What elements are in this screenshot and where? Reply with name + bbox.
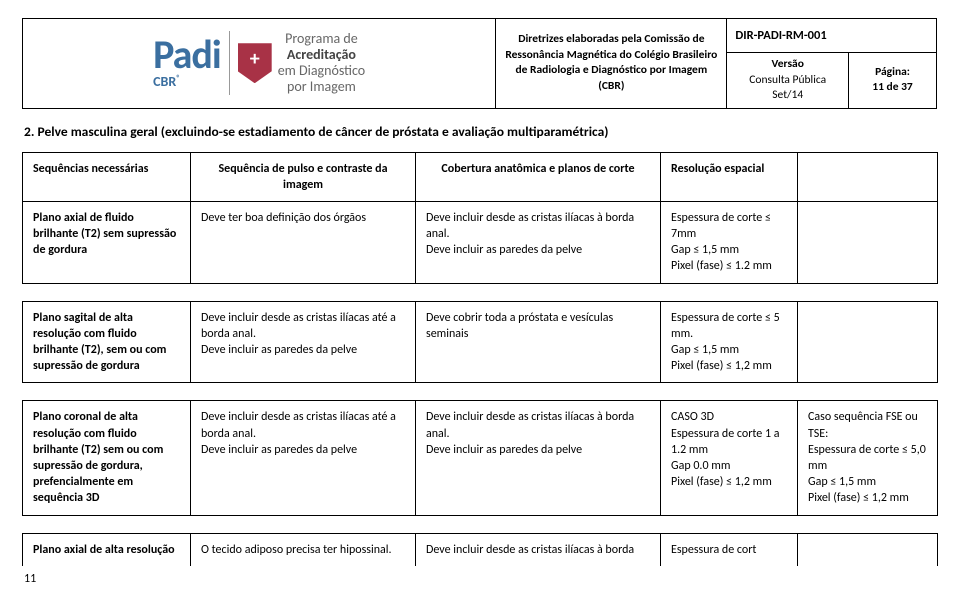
logo-padi: Padi CBR® bbox=[153, 37, 221, 90]
col-header-5 bbox=[798, 152, 938, 201]
version-date: Set/14 bbox=[772, 88, 803, 102]
logo-cbr-text: CBR® bbox=[153, 73, 180, 90]
cell-r2c4: Espessura de corte ≤ 5 mm.Gap ≤ 1,5 mmPi… bbox=[661, 301, 798, 383]
document-page: Padi CBR® Programa de Acreditação em Dia… bbox=[0, 0, 959, 586]
shield-icon bbox=[238, 43, 272, 83]
cell-r3c3: Deve incluir desde as cristas ilíacas à … bbox=[416, 401, 661, 515]
table-row: Plano sagital de alta resolução com flui… bbox=[23, 301, 938, 383]
cell-r3c4: CASO 3DEspessura de corte 1 a 1.2 mmGap … bbox=[661, 401, 798, 515]
logo-program: Programa de Acreditação em Diagnóstico p… bbox=[238, 31, 365, 95]
logo-program-text: Programa de Acreditação em Diagnóstico p… bbox=[278, 31, 365, 95]
cell-r4c5 bbox=[798, 533, 938, 566]
page-value: 11 de 37 bbox=[872, 80, 912, 94]
cell-r3c2: Deve incluir desde as cristas ilíacas at… bbox=[191, 401, 416, 515]
table-header-row: Sequências necessárias Sequência de puls… bbox=[23, 152, 938, 201]
header-doc-id: DIR-PADI-RM-001 bbox=[727, 19, 937, 53]
col-header-4: Resolução espacial bbox=[661, 152, 798, 201]
cell-r1c5 bbox=[798, 201, 938, 283]
logo-cell: Padi CBR® Programa de Acreditação em Dia… bbox=[23, 19, 496, 109]
col-header-1: Sequências necessárias bbox=[23, 152, 191, 201]
table-row: Plano axial de fluido brilhante (T2) sem… bbox=[23, 201, 938, 283]
cell-r4c4: Espessura de cort bbox=[661, 533, 798, 566]
document-header: Padi CBR® Programa de Acreditação em Dia… bbox=[22, 18, 937, 109]
cell-r4c2: O tecido adiposo precisa ter hipossinal. bbox=[191, 533, 416, 566]
cell-r3c1: Plano coronal de alta resolução com flui… bbox=[23, 401, 191, 515]
cell-r1c1: Plano axial de fluido brilhante (T2) sem… bbox=[23, 201, 191, 283]
cell-r2c5 bbox=[798, 301, 938, 383]
header-version-cell: Versão Consulta Pública Set/14 bbox=[727, 53, 849, 109]
logo-wrap: Padi CBR® Programa de Acreditação em Dia… bbox=[31, 31, 487, 95]
col-header-2: Sequência de pulso e contraste da imagem bbox=[191, 152, 416, 201]
spacer-row bbox=[23, 515, 938, 533]
header-directive: Diretrizes elaboradas pela Comissão de R… bbox=[496, 19, 727, 109]
spacer-row bbox=[23, 283, 938, 301]
version-value: Consulta Pública bbox=[749, 73, 826, 87]
spacer-row bbox=[23, 383, 938, 401]
table-row: Plano axial de alta resolução O tecido a… bbox=[23, 533, 938, 566]
cell-r4c1: Plano axial de alta resolução bbox=[23, 533, 191, 566]
cell-r1c3: Deve incluir desde as cristas ilíacas à … bbox=[416, 201, 661, 283]
logo-divider bbox=[229, 31, 230, 95]
cell-r3c5: Caso sequência FSE ou TSE:Espessura de c… bbox=[798, 401, 938, 515]
cell-r2c3: Deve cobrir toda a próstata e vesículas … bbox=[416, 301, 661, 383]
content-table: Sequências necessárias Sequência de puls… bbox=[22, 152, 938, 566]
col-header-3: Cobertura anatômica e planos de corte bbox=[416, 152, 661, 201]
table-row: Plano coronal de alta resolução com flui… bbox=[23, 401, 938, 515]
section-heading: 2. Pelve masculina geral (excluindo-se e… bbox=[24, 123, 937, 140]
page-label: Página: bbox=[875, 65, 910, 79]
cell-r1c2: Deve ter boa definição dos órgãos bbox=[191, 201, 416, 283]
version-label: Versão bbox=[772, 57, 804, 71]
footer-page-number: 11 bbox=[24, 572, 937, 586]
logo-padi-text: Padi bbox=[153, 37, 221, 73]
cell-r1c4: Espessura de corte ≤ 7mmGap ≤ 1,5 mmPixe… bbox=[661, 201, 798, 283]
cell-r2c2: Deve incluir desde as cristas ilíacas at… bbox=[191, 301, 416, 383]
cell-r2c1: Plano sagital de alta resolução com flui… bbox=[23, 301, 191, 383]
cell-r4c3: Deve incluir desde as cristas ilíacas à … bbox=[416, 533, 661, 566]
header-page-cell: Página: 11 de 37 bbox=[849, 53, 937, 109]
